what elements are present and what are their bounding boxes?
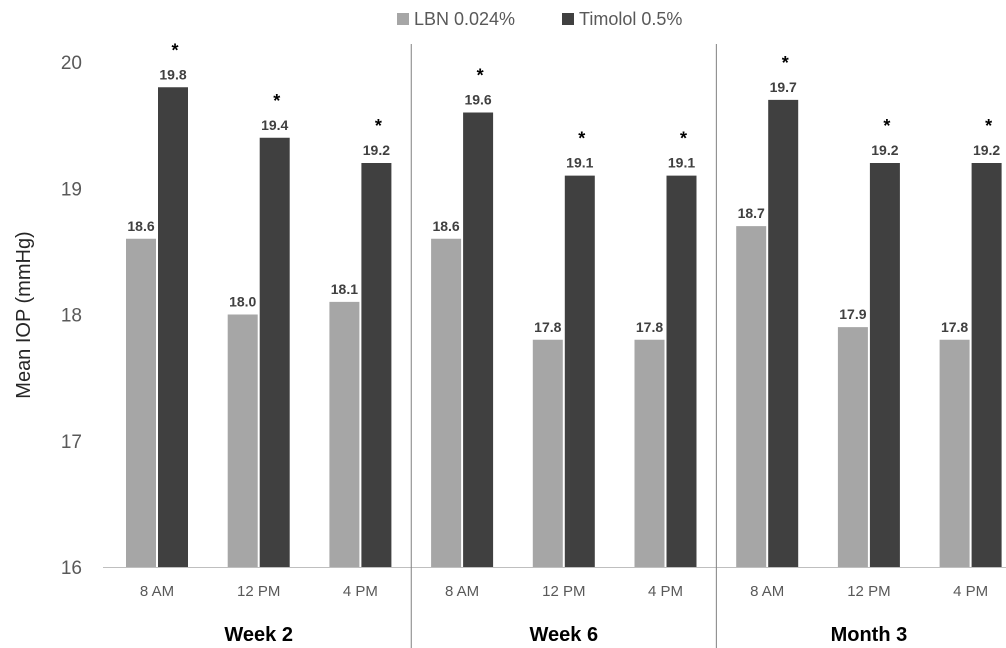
- legend: LBN 0.024% Timolol 0.5%: [397, 9, 682, 29]
- x-tick-label: 8 AM: [445, 583, 479, 600]
- data-label: 17.8: [534, 319, 561, 335]
- y-tick-label: 16: [61, 558, 82, 579]
- y-axis: 16 17 18 19 20 Mean IOP (mmHg): [13, 53, 82, 579]
- significance-marker: *: [782, 53, 789, 73]
- data-label: 18.6: [127, 218, 154, 234]
- data-label: 18.1: [331, 281, 358, 297]
- data-label: 19.2: [871, 142, 898, 158]
- data-label: 19.2: [973, 142, 1000, 158]
- bar-timolol: [158, 87, 188, 567]
- significance-marker: *: [578, 129, 585, 149]
- data-label: 19.7: [770, 79, 797, 95]
- y-tick-label: 18: [61, 306, 82, 327]
- group-label: Week 6: [530, 624, 599, 646]
- data-label: 19.1: [668, 155, 695, 171]
- significance-marker: *: [273, 91, 280, 111]
- group-label: Week 2: [224, 624, 293, 646]
- data-label: 19.8: [159, 66, 186, 82]
- data-label: 19.4: [261, 117, 288, 133]
- significance-marker: *: [375, 116, 382, 136]
- data-label: 17.9: [839, 306, 866, 322]
- x-tick-label: 8 AM: [750, 583, 784, 600]
- bar-timolol: [869, 163, 900, 567]
- data-label: 18.6: [432, 218, 459, 234]
- data-label: 19.2: [363, 142, 390, 158]
- x-tick-label: 12 PM: [847, 583, 890, 600]
- bar-timolol: [768, 99, 799, 567]
- group-label: Month 3: [831, 624, 908, 646]
- bar-timolol: [666, 175, 697, 567]
- legend-swatch-1: [562, 13, 574, 25]
- bar-timolol: [463, 112, 494, 567]
- significance-marker: *: [477, 66, 484, 86]
- x-tick-label: 4 PM: [343, 583, 378, 600]
- y-axis-title: Mean IOP (mmHg): [13, 231, 35, 398]
- data-label: 19.6: [464, 92, 491, 108]
- bar-lbn: [329, 301, 360, 567]
- data-label: 17.8: [636, 319, 663, 335]
- significance-marker: *: [171, 40, 178, 60]
- x-tick-label: 4 PM: [648, 583, 683, 600]
- significance-marker: *: [883, 116, 890, 136]
- x-tick-label: 8 AM: [140, 583, 174, 600]
- significance-marker: *: [680, 129, 687, 149]
- significance-marker: *: [985, 116, 992, 136]
- bar-lbn: [634, 339, 665, 567]
- bar-lbn: [227, 314, 258, 567]
- legend-swatch-0: [397, 13, 409, 25]
- bar-timolol: [971, 163, 1002, 567]
- y-tick-label: 17: [61, 432, 82, 453]
- bar-lbn: [532, 339, 563, 567]
- legend-label-0: LBN 0.024%: [414, 9, 515, 29]
- data-label: 18.0: [229, 294, 256, 310]
- bar-lbn: [939, 339, 970, 567]
- y-tick-label: 19: [61, 179, 82, 200]
- bar-timolol: [361, 163, 392, 567]
- legend-label-1: Timolol 0.5%: [579, 9, 682, 29]
- data-label: 18.7: [738, 205, 765, 221]
- bar-lbn: [126, 238, 156, 567]
- x-tick-label: 12 PM: [237, 583, 280, 600]
- data-label: 17.8: [941, 319, 968, 335]
- bar-timolol: [259, 137, 290, 567]
- bars: 18.6 19.8 * 18.0 19.4 * 18.1 19.2 * 18.6 19.6 * 17.8…: [126, 40, 1002, 567]
- bar-timolol: [564, 175, 595, 567]
- bar-lbn: [736, 226, 767, 567]
- bar-lbn: [431, 238, 462, 567]
- x-axis: 8 AM 12 PM 4 PM Week 2 8 AM 12 PM 4 PM Week 6 8 …: [103, 44, 1006, 648]
- y-tick-label: 20: [61, 53, 82, 74]
- x-tick-label: 12 PM: [542, 583, 585, 600]
- data-label: 19.1: [566, 155, 593, 171]
- bar-lbn: [837, 327, 868, 567]
- x-tick-label: 4 PM: [953, 583, 988, 600]
